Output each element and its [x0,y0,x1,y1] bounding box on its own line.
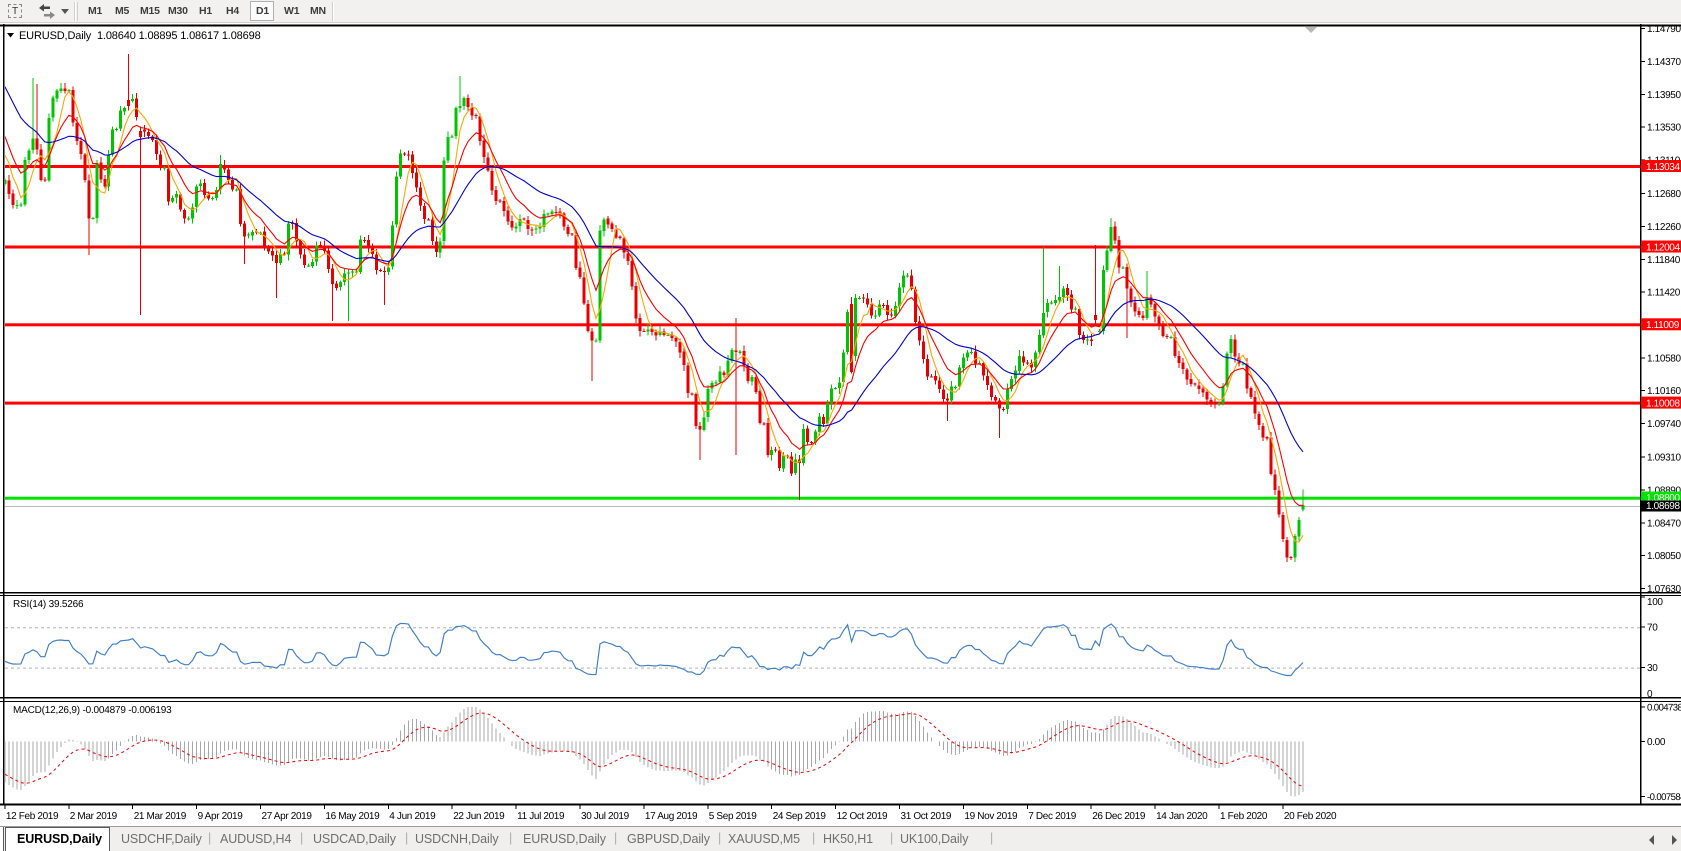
svg-text:30: 30 [1647,663,1658,674]
svg-text:1.14790: 1.14790 [1647,24,1681,35]
svg-text:24 Sep 2019: 24 Sep 2019 [773,811,827,822]
svg-text:-0.007584: -0.007584 [1647,792,1681,803]
svg-text:0.00: 0.00 [1647,737,1666,748]
svg-text:22 Jun 2019: 22 Jun 2019 [453,811,505,822]
svg-text:1.08698: 1.08698 [1646,501,1680,512]
svg-text:100: 100 [1647,597,1663,608]
svg-text:70: 70 [1647,623,1658,634]
svg-text:1.10160: 1.10160 [1647,386,1681,397]
svg-text:EURUSD,Daily 1.08640 1.08895: EURUSD,Daily 1.08640 1.08895 1.08617 1.0… [19,30,261,42]
svg-text:1.09740: 1.09740 [1647,419,1681,430]
svg-text:26 Dec 2019: 26 Dec 2019 [1092,811,1146,822]
svg-text:0: 0 [1647,689,1653,700]
svg-text:4 Jun 2019: 4 Jun 2019 [389,811,436,822]
svg-text:1.08890: 1.08890 [1647,486,1681,497]
svg-text:1 Feb 2020: 1 Feb 2020 [1220,811,1268,822]
svg-text:14 Jan 2020: 14 Jan 2020 [1156,811,1208,822]
svg-text:1.14370: 1.14370 [1647,57,1681,68]
svg-text:1.12680: 1.12680 [1647,189,1681,200]
svg-text:27 Apr 2019: 27 Apr 2019 [262,811,313,822]
svg-text:1.08050: 1.08050 [1647,551,1681,562]
svg-text:1.08470: 1.08470 [1647,518,1681,529]
svg-text:1.10580: 1.10580 [1647,353,1681,364]
svg-text:20 Feb 2020: 20 Feb 2020 [1284,811,1337,822]
svg-text:9 Apr 2019: 9 Apr 2019 [198,811,244,822]
svg-text:0.004738: 0.004738 [1647,702,1681,713]
svg-text:MACD(12,26,9) -0.004879 -0.006: MACD(12,26,9) -0.004879 -0.006193 [13,705,172,716]
svg-text:1.08800: 1.08800 [1646,493,1680,504]
svg-text:12 Oct 2019: 12 Oct 2019 [837,811,888,822]
svg-text:1.11009: 1.11009 [1646,320,1680,331]
svg-text:21 Mar 2019: 21 Mar 2019 [134,811,187,822]
svg-text:1.10008: 1.10008 [1646,398,1680,409]
svg-text:1.11840: 1.11840 [1647,255,1681,266]
svg-text:1.12260: 1.12260 [1647,222,1681,233]
svg-text:31 Oct 2019: 31 Oct 2019 [901,811,952,822]
svg-text:2 Mar 2019: 2 Mar 2019 [70,811,118,822]
svg-text:30 Jul 2019: 30 Jul 2019 [581,811,630,822]
svg-text:RSI(14) 39.5266: RSI(14) 39.5266 [13,599,84,610]
svg-text:1.13950: 1.13950 [1647,90,1681,101]
svg-text:1.13034: 1.13034 [1646,162,1680,173]
svg-text:17 Aug 2019: 17 Aug 2019 [645,811,698,822]
svg-text:5 Sep 2019: 5 Sep 2019 [709,811,757,822]
svg-text:1.12004: 1.12004 [1646,242,1680,253]
svg-text:7 Dec 2019: 7 Dec 2019 [1028,811,1076,822]
svg-text:11 Jul 2019: 11 Jul 2019 [517,811,565,822]
svg-text:19 Nov 2019: 19 Nov 2019 [964,811,1018,822]
svg-text:12 Feb 2019: 12 Feb 2019 [6,811,59,822]
svg-text:1.11420: 1.11420 [1647,288,1681,299]
svg-text:16 May 2019: 16 May 2019 [325,811,380,822]
svg-text:1.07630: 1.07630 [1647,584,1681,595]
svg-text:1.09310: 1.09310 [1647,453,1681,464]
svg-text:1.13530: 1.13530 [1647,123,1681,134]
